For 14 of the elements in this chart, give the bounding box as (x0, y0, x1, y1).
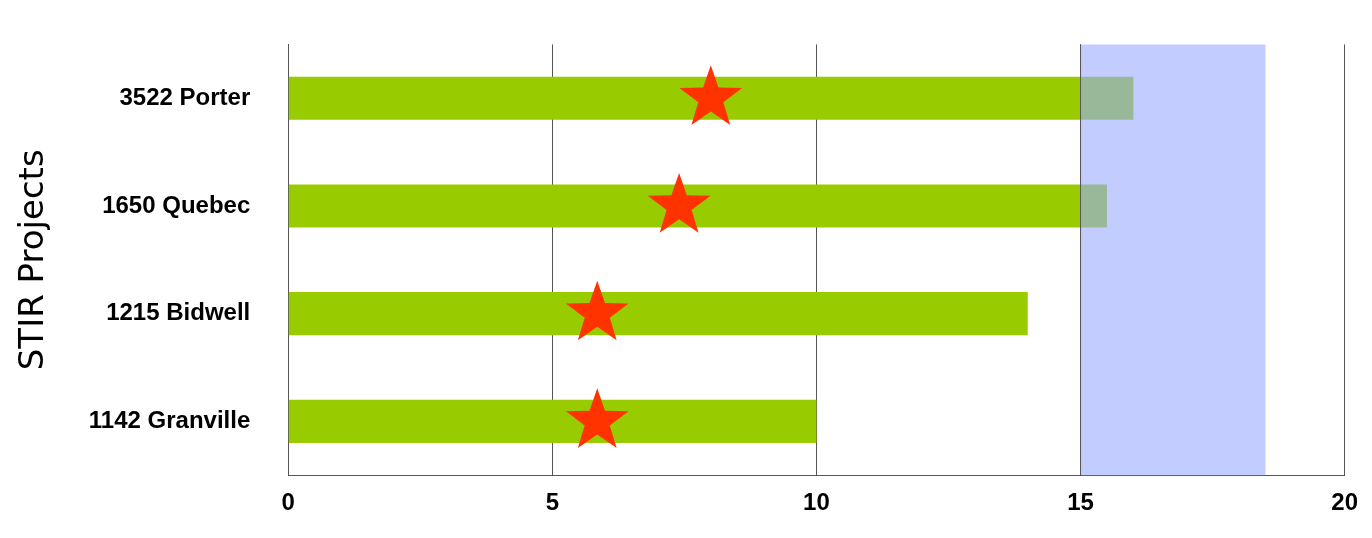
y-tick-label: 3522 Porter (119, 82, 251, 110)
x-tick-label: 0 (281, 488, 295, 516)
bar (288, 184, 1107, 228)
x-tick-label: 20 (1331, 488, 1358, 516)
x-tick-label: 15 (1067, 488, 1094, 516)
bar (288, 76, 1134, 120)
y-tick-label: 1215 Bidwell (106, 298, 251, 326)
y-axis-title: STIR Projects (11, 149, 52, 371)
bar (288, 292, 1028, 336)
y-tick-label: 1142 Granville (88, 405, 251, 433)
x-tick-label: 5 (545, 488, 560, 516)
bar (288, 399, 817, 443)
y-tick-label: 1650 Quebec (102, 190, 251, 218)
x-tick-label: 10 (803, 488, 830, 516)
